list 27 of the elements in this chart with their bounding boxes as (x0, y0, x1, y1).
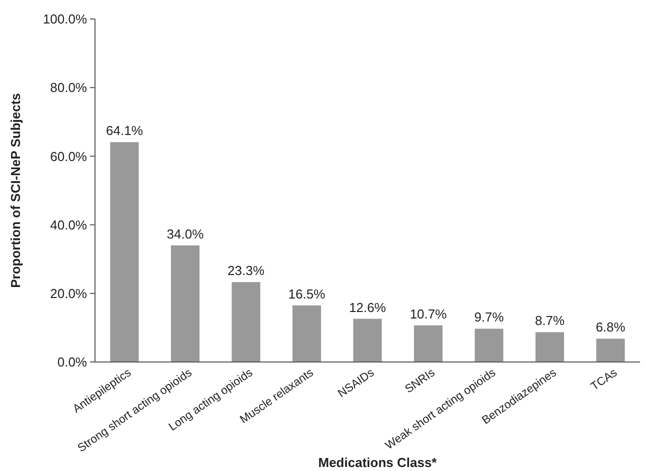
data-label: 64.1% (106, 123, 144, 138)
y-tick-label: 100.0% (42, 12, 88, 27)
x-tick-label: TCAs (589, 366, 620, 394)
x-axis-title: Medications Class* (318, 455, 438, 470)
data-label: 23.3% (228, 263, 265, 278)
bar (110, 142, 139, 362)
data-label: 12.6% (349, 300, 386, 315)
bar (353, 318, 382, 362)
y-tick-label: 40.0% (50, 217, 88, 232)
y-tick-label: 60.0% (50, 148, 88, 164)
y-tick-label: 0.0% (57, 354, 88, 370)
bar (535, 332, 564, 362)
data-label: 10.7% (410, 306, 448, 322)
data-label: 34.0% (166, 226, 204, 242)
data-label: 6.8% (596, 320, 626, 335)
bar (414, 325, 443, 362)
bar (474, 328, 504, 362)
y-tick-label: 80.0% (50, 80, 88, 96)
data-label: 9.7% (474, 310, 504, 325)
bar (170, 245, 200, 362)
data-label: 16.5% (288, 286, 326, 302)
bar (292, 305, 322, 362)
bar (232, 282, 260, 362)
data-label: 8.7% (534, 313, 566, 328)
y-tick-label: 20.0% (50, 286, 88, 301)
bar (596, 338, 625, 362)
y-axis-title: Proportion of SCI-NeP Subjects (8, 93, 23, 288)
